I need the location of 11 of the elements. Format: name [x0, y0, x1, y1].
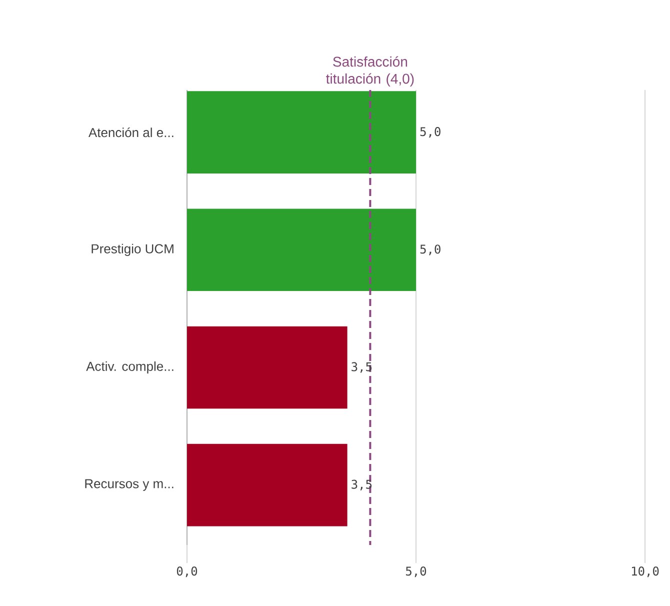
y-tick-label: Atención al e... [88, 127, 174, 138]
ref-line-label: Satisfacción titulación (4,0) [326, 56, 414, 86]
x-tick-label: 10,0 [632, 566, 659, 578]
data-label: 5,0 [420, 244, 440, 256]
x-tick-label: 5,0 [406, 566, 426, 578]
x-tick-label: 0,0 [176, 566, 198, 578]
y-tick-label: Activ. comple... [86, 361, 174, 374]
y-tick-label: Recursos y m... [85, 479, 174, 491]
data-label: 3,5 [352, 480, 372, 490]
data-label: 5,0 [420, 127, 440, 138]
y-tick-label: Prestigio UCM [92, 244, 174, 256]
